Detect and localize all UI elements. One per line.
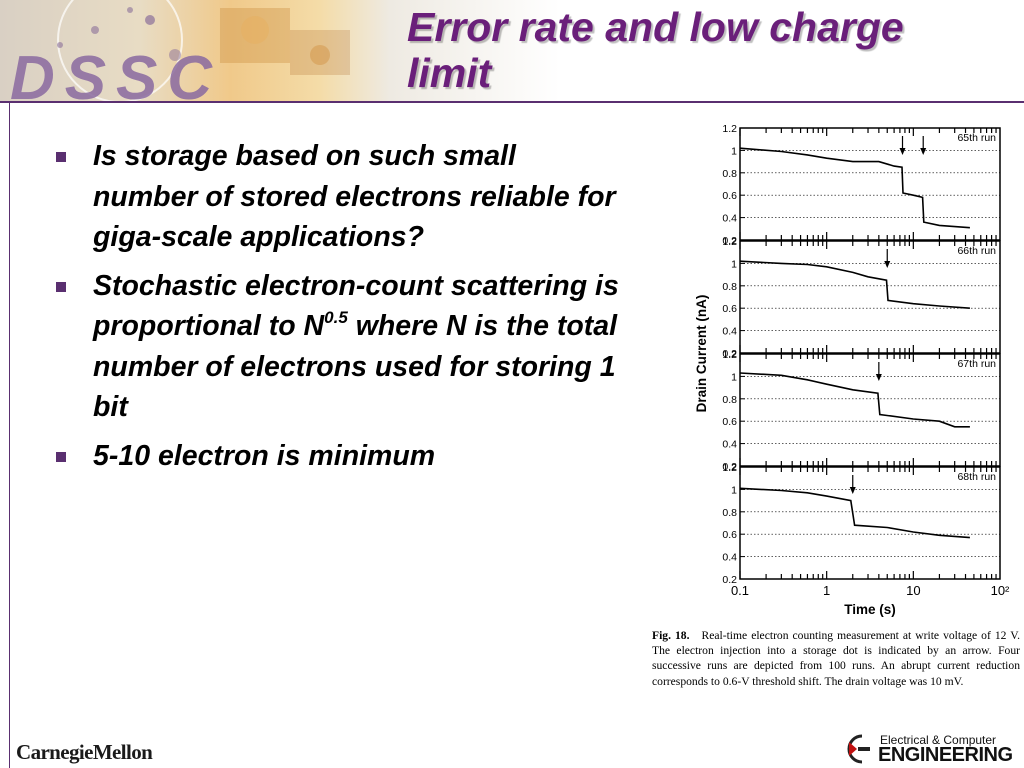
y-tick-label: 1 (731, 371, 737, 383)
y-tick-label: 0.2 (722, 235, 737, 247)
y-tick-label: 0.8 (722, 168, 737, 180)
y-tick-label: 0.6 (722, 190, 737, 202)
x-tick-label: 1 (823, 583, 830, 598)
y-tick-label: 0.2 (722, 461, 737, 473)
ece-emblem-icon (847, 734, 870, 764)
run-label: 68th run (957, 471, 996, 483)
arrow-head-icon (920, 148, 927, 155)
y-tick-label: 1 (731, 258, 737, 270)
arrow-head-icon (849, 487, 856, 494)
y-tick-label: 1.2 (722, 236, 737, 248)
header-banner: DSSC (0, 0, 1024, 102)
y-tick-label: 0.4 (722, 213, 737, 225)
x-tick-label: 10 (906, 583, 920, 598)
y-tick-label: 1.2 (722, 462, 737, 474)
y-tick-label: 0.4 (722, 439, 737, 451)
panel-frame (739, 353, 1001, 467)
y-tick-label: 0.2 (722, 348, 737, 360)
ece-logo: Electrical & Computer ENGINEERING (840, 731, 1020, 767)
header-rule (0, 101, 1024, 103)
bullet-text: Stochastic electron-count scattering is … (93, 269, 619, 343)
panel-frame (739, 466, 1001, 580)
x-axis-label: Time (s) (844, 602, 896, 617)
ece-logo-line-1: Electrical & Computer (880, 733, 997, 747)
y-tick-label: 0.6 (722, 303, 737, 315)
carnegie-mellon-logo: CarnegieMellon (16, 740, 153, 764)
caption-label: Fig. 18. (652, 629, 690, 642)
bullet-superscript: 0.5 (324, 307, 348, 327)
y-tick-label: 1.2 (722, 349, 737, 361)
y-tick-label: 1 (731, 145, 737, 157)
y-tick-label: 0.2 (722, 574, 737, 586)
title-line-1: Error rate and low charge (407, 4, 904, 50)
drain-current-chart: 0.2 0.4 0.6 0.8 1 1.2 65th run 0.2 0.4 0.6 0.8 1 1.2… (694, 123, 1010, 617)
y-tick-label: 0.6 (722, 529, 737, 541)
y-tick-label: 0.8 (722, 507, 737, 519)
left-rule (9, 101, 10, 768)
series-line (739, 260, 970, 309)
x-tick-label: 10² (991, 583, 1010, 598)
y-tick-label: 1 (731, 484, 737, 496)
arrow-head-icon (884, 261, 891, 268)
y-tick-label: 0.8 (722, 394, 737, 406)
run-label: 65th run (957, 132, 996, 144)
arrow-head-icon (899, 148, 906, 155)
y-tick-label: 1.2 (722, 123, 737, 135)
chart-panel: 0.2 0.4 0.6 0.8 1 1.2 67th run (722, 349, 1001, 473)
dssc-logo: DSSC (10, 44, 213, 102)
chart-panel: 0.2 0.4 0.6 0.8 1 1.2 66th run (722, 236, 1001, 360)
bullet-item: Is storage based on such small number of… (52, 136, 622, 258)
figure-caption: Fig. 18. Real-time electron counting mea… (652, 628, 1020, 689)
ece-logo-line-2: ENGINEERING (878, 744, 1013, 766)
y-tick-label: 0.4 (722, 552, 737, 564)
y-tick-label: 0.8 (722, 281, 737, 293)
square-bullet-icon (56, 451, 66, 462)
bullet-text: 5-10 electron is minimum (93, 439, 436, 472)
bullet-text: Is storage based on such small number of… (93, 140, 616, 253)
bullet-item: Stochastic electron-count scattering is … (52, 266, 622, 428)
x-tick-label: 0.1 (731, 583, 749, 598)
arrow-head-icon (875, 374, 882, 381)
square-bullet-icon (56, 281, 66, 292)
panel-frame (739, 240, 1001, 354)
caption-text: Real-time electron counting measurement … (652, 629, 1020, 688)
bullet-text-tail: where N is the total number of electrons… (93, 310, 618, 423)
run-label: 67th run (957, 358, 996, 370)
bullet-list: Is storage based on such small number of… (52, 136, 622, 484)
square-bullet-icon (56, 152, 66, 162)
y-tick-label: 0.6 (722, 416, 737, 428)
run-label: 66th run (957, 245, 996, 257)
bullet-item: 5-10 electron is minimum (52, 436, 622, 477)
series-line (739, 487, 970, 539)
series-line (739, 372, 970, 428)
dssc-logo-art: DSSC (10, 0, 350, 102)
panel-frame (739, 127, 1001, 241)
title-line-2: limit (407, 50, 492, 96)
y-tick-label: 0.4 (722, 326, 737, 338)
y-axis-label: Drain Current (nA) (694, 295, 709, 413)
series-line (739, 147, 970, 229)
slide-title: Error rate and low charge limit (407, 4, 1007, 96)
chart-panel: 0.2 0.4 0.6 0.8 1 1.2 65th run (722, 123, 1001, 247)
chart-panel: 0.2 0.4 0.6 0.8 1 1.2 68th run (722, 462, 1001, 586)
